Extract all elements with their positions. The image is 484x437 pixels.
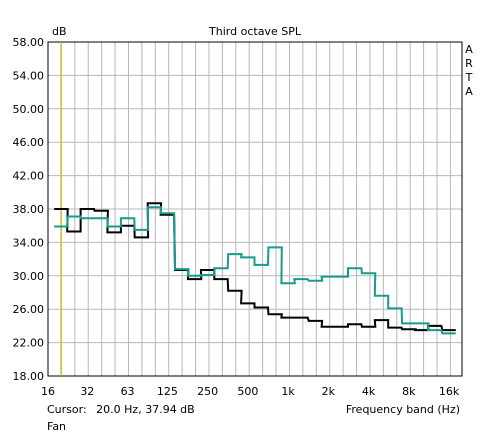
x-tick-label: 4k [362,385,376,398]
arta-letter: R [465,57,473,70]
y-tick-label: 22.00 [13,337,45,350]
plot-border [47,41,463,377]
arta-letter: A [465,43,473,56]
y-axis-unit-label: dB [52,25,67,38]
cursor-readout: Cursor: 20.0 Hz, 37.94 dB [47,403,201,416]
cursor-label: Cursor: [47,403,87,416]
x-tick-label: 250 [197,385,218,398]
chart-title: Third octave SPL [208,25,302,38]
y-tick-label: 26.00 [13,303,45,316]
arta-letter: T [465,71,473,84]
y-tick-label: 42.00 [13,170,45,183]
x-tick-label: 125 [157,385,178,398]
x-tick-label: 32 [80,385,94,398]
status-area: Cursor: 20.0 Hz, 37.94 dB Frequency band… [0,400,484,437]
arta-letter: A [465,85,473,98]
y-tick-label: 54.00 [13,69,45,82]
y-tick-label: 46.00 [13,136,45,149]
measurement-name: Fan [47,420,67,433]
series-2-line [54,206,456,335]
x-tick-label: 63 [121,385,135,398]
x-tick-label: 500 [237,385,258,398]
y-tick-label: 58.00 [13,36,45,49]
x-axis-label: Frequency band (Hz) [345,403,460,416]
y-tick-label: 30.00 [13,270,45,283]
y-tick-label: 50.00 [13,103,45,116]
y-tick-label: 18.00 [13,370,45,383]
x-tick-label: 8k [402,385,416,398]
x-tick-label: 16k [439,385,460,398]
x-tick-label: 1k [281,385,295,398]
x-tick-label: 2k [322,385,336,398]
x-tick-label: 16 [41,385,55,398]
y-tick-label: 38.00 [13,203,45,216]
y-tick-label: 34.00 [13,236,45,249]
third-octave-spl-chart: 58.00 54.00 50.00 46.00 42.00 38.00 34.00 30.00… [13,25,474,398]
cursor-value: 20.0 Hz, 37.94 dB [96,403,195,416]
